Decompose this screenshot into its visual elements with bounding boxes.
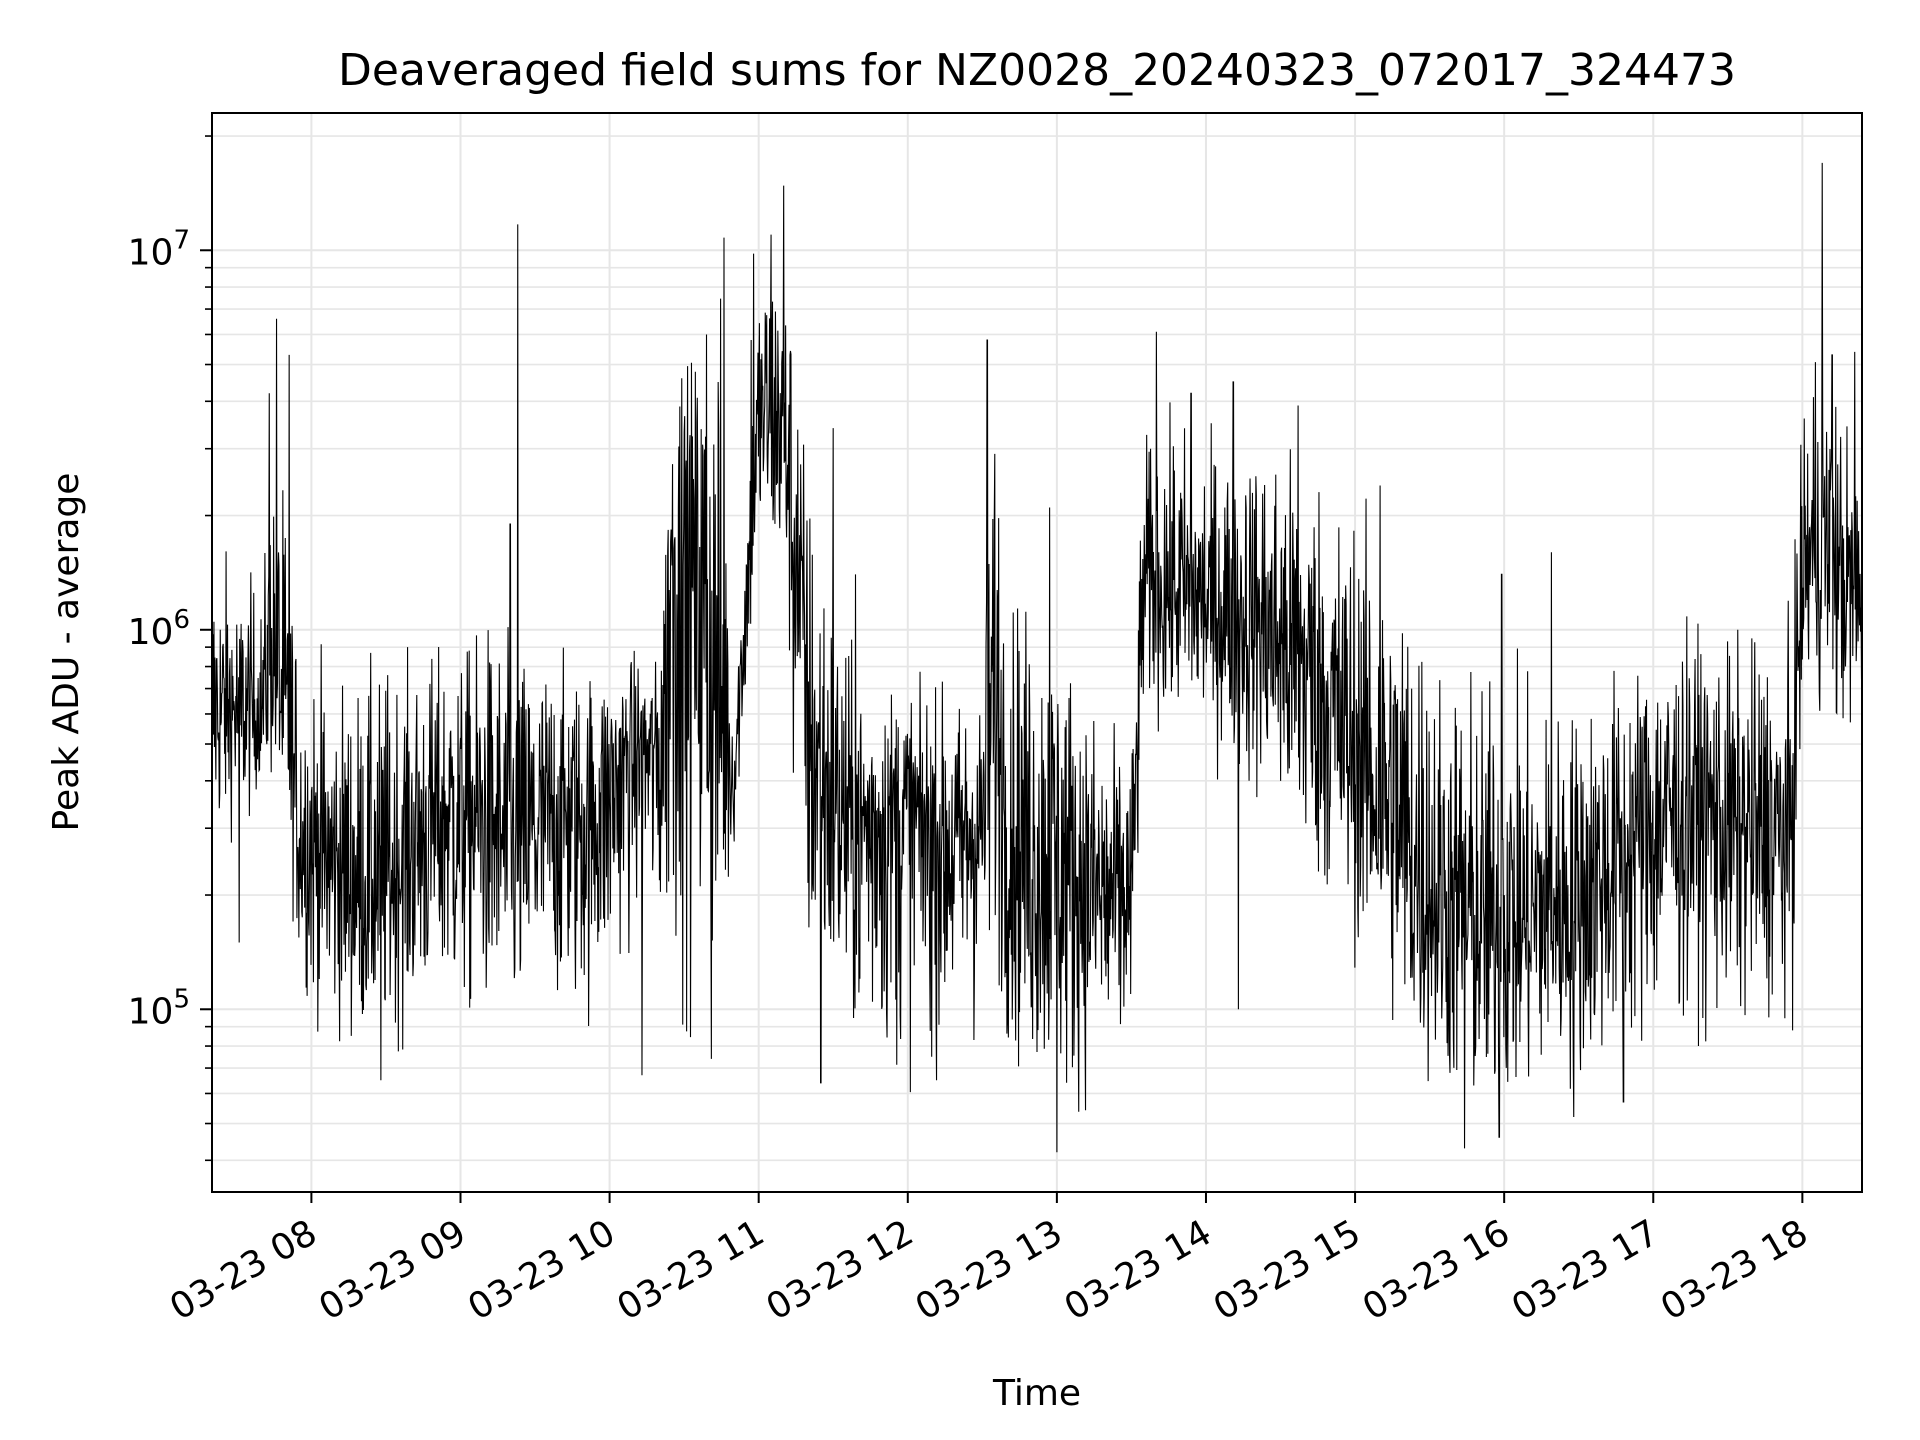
chart-title: Deaveraged field sums for NZ0028_2024032… bbox=[338, 45, 1736, 96]
y-tick-label: 106 bbox=[128, 605, 190, 653]
y-tick-label: 107 bbox=[128, 225, 190, 273]
x-axis-label: Time bbox=[992, 1373, 1081, 1414]
y-tick-label: 105 bbox=[128, 984, 190, 1032]
y-axis-label: Peak ADU - average bbox=[46, 473, 87, 832]
series-line bbox=[211, 162, 1863, 1153]
plot-frame bbox=[211, 112, 1863, 1193]
y-axis-ticks: 105 106 107 bbox=[128, 135, 212, 1162]
data-series bbox=[211, 162, 1863, 1153]
